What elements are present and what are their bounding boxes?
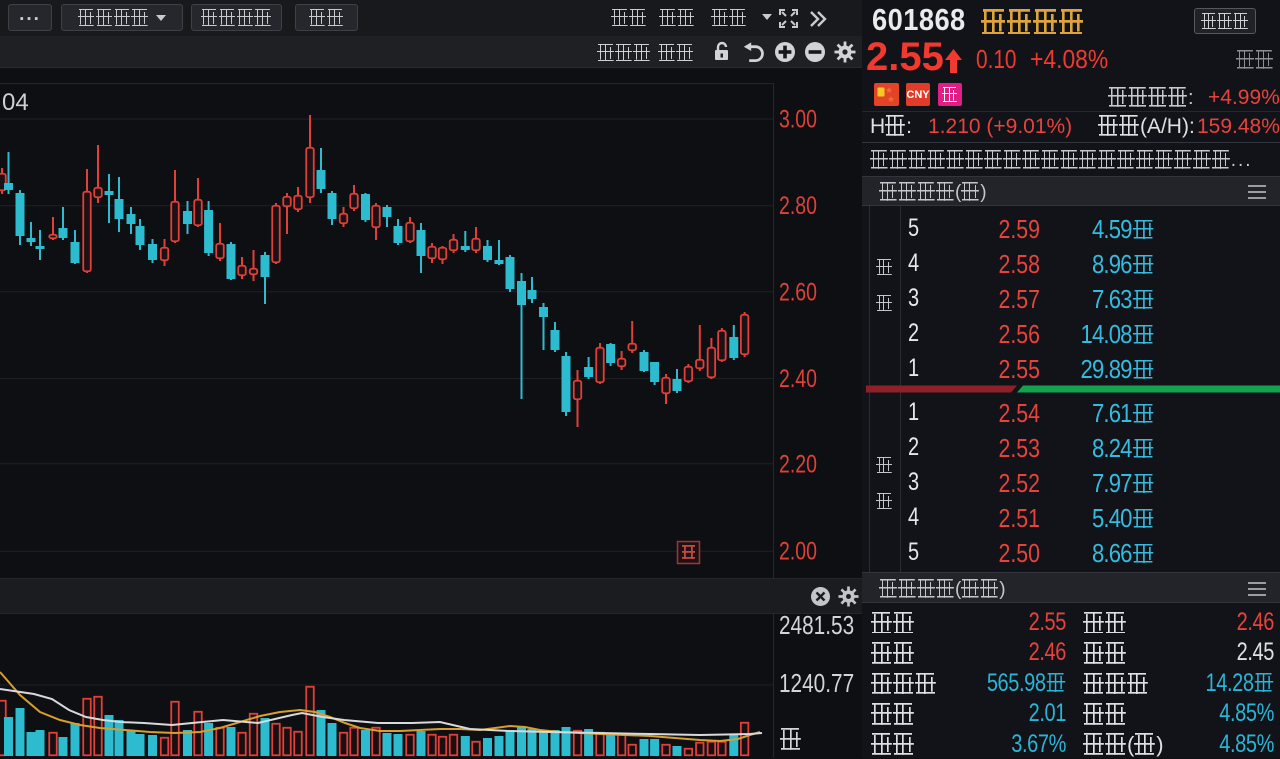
svg-text:2.80: 2.80 — [779, 192, 817, 220]
svg-text:2.40: 2.40 — [779, 365, 817, 393]
svg-text:04: 04 — [2, 89, 29, 116]
svg-text:2.20: 2.20 — [779, 450, 817, 478]
svg-text:2.60: 2.60 — [779, 278, 817, 306]
svg-text:1240.77: 1240.77 — [779, 669, 854, 698]
svg-text:3.00: 3.00 — [779, 105, 817, 133]
svg-text:2481.53: 2481.53 — [779, 611, 854, 640]
svg-text:2.00: 2.00 — [779, 537, 817, 565]
